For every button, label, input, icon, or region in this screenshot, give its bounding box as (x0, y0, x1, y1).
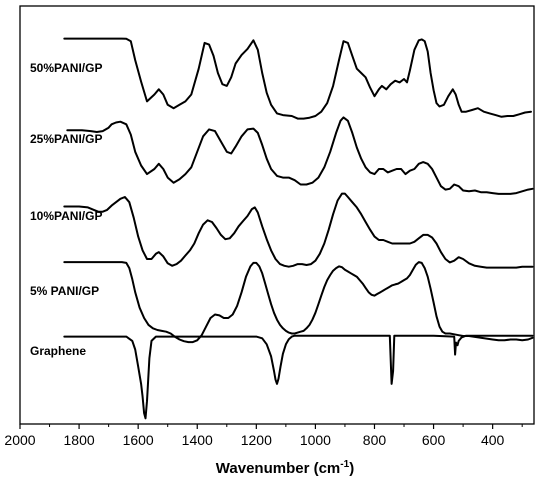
x-tick-label: 2000 (4, 432, 35, 448)
x-axis-tick-labels: 2000 1800 1600 1400 1200 1000 800 600 400 (4, 432, 504, 448)
x-axis-ticks (19, 424, 523, 429)
x-tick-label: 1000 (300, 432, 331, 448)
x-axis-title-main: Wavenumber (cm (216, 460, 340, 477)
x-axis-title: Wavenumber (cm-1) (216, 459, 354, 477)
x-axis-title-suffix: ) (349, 460, 354, 477)
x-tick-label: 1400 (182, 432, 213, 448)
x-tick-label: 1200 (241, 432, 272, 448)
trace-graphene (63, 334, 534, 420)
trace-25-pani-gp (66, 116, 534, 195)
trace-label: 10%PANI/GP (30, 209, 102, 223)
x-tick-label: 400 (481, 432, 505, 448)
spectra-traces (63, 37, 534, 420)
x-axis-title-superscript: -1 (340, 459, 349, 470)
trace-label: Graphene (30, 344, 86, 358)
trace-50-pani-gp (63, 37, 532, 120)
trace-label: 5% PANI/GP (30, 284, 99, 298)
plot-frame (19, 5, 535, 425)
x-tick-label: 800 (363, 432, 387, 448)
trace-labels: 50%PANI/GP 25%PANI/GP 10%PANI/GP 5% PANI/GP… (30, 61, 102, 358)
x-tick-label: 600 (422, 432, 446, 448)
x-tick-label: 1600 (123, 432, 154, 448)
trace-10-pani-gp (63, 192, 534, 269)
trace-label: 50%PANI/GP (30, 61, 102, 75)
x-tick-label: 1800 (64, 432, 95, 448)
trace-5-pani-gp (63, 261, 534, 344)
trace-label: 25%PANI/GP (30, 132, 102, 146)
